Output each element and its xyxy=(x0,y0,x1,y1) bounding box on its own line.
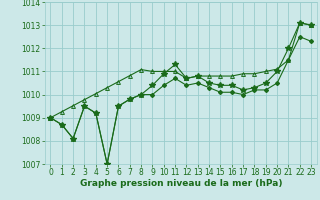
X-axis label: Graphe pression niveau de la mer (hPa): Graphe pression niveau de la mer (hPa) xyxy=(80,179,282,188)
